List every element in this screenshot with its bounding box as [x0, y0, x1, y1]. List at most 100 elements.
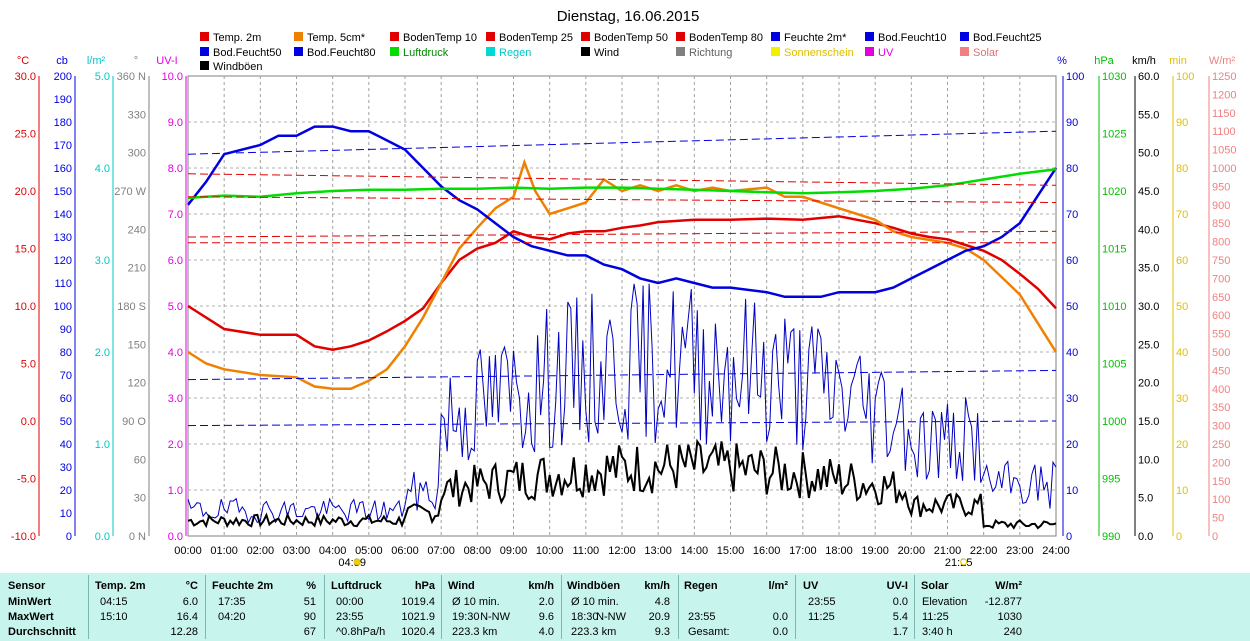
axis-tick-label: 60	[1066, 255, 1078, 267]
x-tick-label: 07:00	[427, 545, 455, 557]
sun-markers: 04:39 21:25	[338, 557, 972, 569]
axis-tick-label: 300	[128, 148, 146, 160]
axis-tick-label: 70	[60, 370, 72, 382]
stats-header: Feuchte 2m	[212, 580, 274, 592]
legend-label: Regen	[499, 47, 531, 59]
axis-tick-label: 20	[1066, 439, 1078, 451]
axis-tick-label: 2.0	[95, 347, 110, 359]
x-tick-label: 05:00	[355, 545, 383, 557]
axis-tick-label: 170	[54, 140, 72, 152]
stats-cell: N-NW	[596, 611, 626, 623]
legend-swatch	[390, 47, 399, 56]
axis-tick-label: 80	[1066, 163, 1078, 175]
stats-cell: 1.7	[892, 626, 908, 638]
axis-tick-label: 4.0	[168, 347, 183, 359]
axis-tick-label: 1030	[1102, 71, 1126, 83]
axis-tick-label: 90	[1176, 117, 1188, 129]
stats-header: km/h	[528, 580, 554, 592]
stats-cell: 1030	[997, 611, 1022, 623]
sun-marker-label: 21:25	[945, 557, 973, 569]
stats-separator	[678, 575, 679, 639]
axis-unit: hPa	[1094, 55, 1114, 67]
legend-label: UV	[878, 47, 894, 59]
axis-tick-label: 1015	[1102, 244, 1126, 256]
axis-tick-label: 250	[1212, 439, 1230, 451]
stats-cell: 5.4	[892, 611, 908, 623]
axis-tick-label: 995	[1102, 474, 1120, 486]
stats-separator	[205, 575, 206, 639]
wind-series	[187, 283, 1057, 530]
axis-tick-label: 120	[54, 255, 72, 267]
axis-tick-label: 30.0	[1138, 301, 1159, 313]
stats-cell: 23:55	[808, 596, 836, 608]
stats-separator	[88, 575, 89, 639]
stats-cell: 223.3 km	[452, 626, 498, 638]
legend-label: Bod.Feucht50	[213, 47, 282, 59]
axis-tick-label: 100	[1066, 71, 1084, 83]
axis-tick-label: 50	[1212, 513, 1224, 525]
axis-tick-label: 0.0	[1138, 531, 1153, 543]
axis-tick-label: 100	[1176, 71, 1194, 83]
legend: Temp. 2m Temp. 5cm* BodenTemp 10 BodenTemp …	[200, 32, 1042, 73]
axis-tick-label: 5.0	[1138, 493, 1153, 505]
stats-cell: 23:55	[336, 611, 364, 623]
x-tick-label: 03:00	[283, 545, 311, 557]
stats-header: Windböen	[567, 580, 621, 592]
axis-tick-label: 700	[1212, 273, 1230, 285]
stats-cell: 11:25	[922, 611, 949, 623]
stats-cell: Gesamt:	[688, 626, 730, 638]
axis-tick-label: 3.0	[95, 255, 110, 267]
legend-label: Feuchte 2m*	[784, 32, 847, 44]
x-tick-label: 04:00	[319, 545, 347, 557]
axis-tick-label: 140	[54, 209, 72, 221]
axis-tick-label: 60	[60, 393, 72, 405]
legend-swatch	[294, 47, 303, 56]
axis-tick-label: 600	[1212, 310, 1230, 322]
axis-tick-label: 1025	[1102, 129, 1126, 141]
axis-tick-label: 1.0	[168, 485, 183, 497]
stats-header: Wind	[448, 580, 475, 592]
axis-tick-label: 25.0	[1138, 339, 1159, 351]
legend-swatch	[960, 32, 969, 41]
axis-tick-label: -5.0	[17, 474, 36, 486]
axis-tick-label: 50	[1176, 301, 1188, 313]
axis-tick-label: 50.0	[1138, 148, 1159, 160]
x-tick-label: 06:00	[391, 545, 419, 557]
axis-tick-label: 0 N	[129, 531, 146, 543]
axis-tick-label: 1000	[1212, 163, 1236, 175]
legend-swatch	[676, 32, 685, 41]
axis-tick-label: 3.0	[168, 393, 183, 405]
legend-label: Temp. 2m	[213, 32, 261, 44]
axis-tick-label: 100	[54, 301, 72, 313]
axis-tick-label: 1020	[1102, 186, 1126, 198]
axis-tick-label: 950	[1212, 181, 1230, 193]
series-line	[187, 230, 1057, 238]
x-tick-label: 23:00	[1006, 545, 1034, 557]
x-tick-label: 21:00	[934, 545, 962, 557]
axis-tick-label: 90 O	[122, 416, 146, 428]
axis-tick-label: 2.0	[168, 439, 183, 451]
stats-separator	[561, 575, 562, 639]
weather-chart: Dienstag, 16.06.2015 Temp. 2m Temp. 5cm* B…	[11, 8, 1237, 569]
x-axis: 00:00 01:00 02:00 03:00 04:00 05:00 06:00 07:00…	[174, 545, 1070, 557]
stats-cell: 16.4	[176, 611, 198, 623]
axis-tick-label: 300	[1212, 421, 1230, 433]
axis-tick-label: 10.0	[1138, 454, 1159, 466]
legend-label: BodenTemp 50	[594, 32, 668, 44]
x-tick-label: 00:00	[174, 545, 202, 557]
axis-tick-label: 0	[66, 531, 72, 543]
legend-label: Windböen	[213, 61, 263, 73]
axis-tick-label: 10.0	[15, 301, 36, 313]
axis-tick-label: 8.0	[168, 163, 183, 175]
axis-tick-label: 15.0	[15, 244, 36, 256]
stats-cell: 20.9	[648, 611, 670, 623]
stats-cell: -12.877	[984, 596, 1022, 608]
legend-swatch	[486, 32, 495, 41]
stats-cell: 23:55	[688, 611, 716, 623]
axis-tick-label: 750	[1212, 255, 1230, 267]
stats-header: UV-I	[886, 580, 908, 592]
axis-tick-label: 450	[1212, 365, 1230, 377]
axis-tick-label: 150	[128, 339, 146, 351]
legend-swatch	[676, 47, 685, 56]
legend-swatch	[486, 47, 495, 56]
